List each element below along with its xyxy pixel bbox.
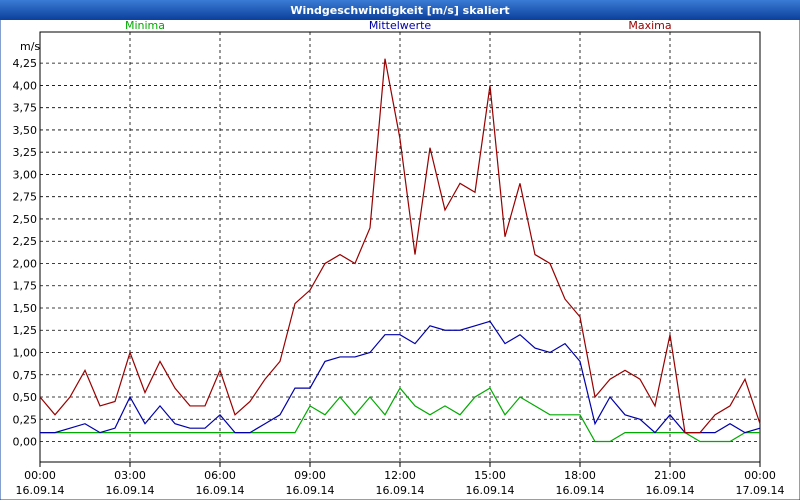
title-bar — [0, 0, 800, 20]
y-tick-label: 3,25 — [13, 146, 38, 159]
y-tick-label: 3,00 — [13, 168, 38, 181]
x-tick-label: 12:00 — [384, 469, 416, 482]
x-tick-date: 17.09.14 — [736, 484, 785, 497]
x-tick-date: 16.09.14 — [286, 484, 335, 497]
y-tick-label: 0,50 — [13, 391, 38, 404]
series-line — [39, 58, 761, 434]
y-tick-label: 0,25 — [13, 413, 38, 426]
x-tick-label: 21:00 — [654, 469, 686, 482]
x-tick-date: 16.09.14 — [16, 484, 65, 497]
x-tick-date: 16.09.14 — [466, 484, 515, 497]
x-tick-label: 06:00 — [204, 469, 236, 482]
y-tick-label: 4,00 — [13, 79, 38, 92]
y-tick-label: 3,75 — [13, 102, 38, 115]
y-tick-label: 2,25 — [13, 235, 38, 248]
y-tick-label: 3,50 — [13, 124, 38, 137]
y-tick-label: 2,00 — [13, 257, 38, 270]
y-tick-label: 4,25 — [13, 57, 38, 70]
series-line — [40, 320, 761, 434]
series-line — [40, 387, 760, 443]
x-tick-label: 00:00 — [24, 469, 56, 482]
x-tick-label: 03:00 — [114, 469, 146, 482]
y-tick-label: 0,00 — [13, 436, 38, 449]
y-tick-label: 1,50 — [13, 302, 38, 315]
y-tick-label: 0,75 — [13, 369, 38, 382]
x-tick-label: 09:00 — [294, 469, 326, 482]
x-tick-label: 18:00 — [564, 469, 596, 482]
y-axis-label: m/s — [20, 40, 40, 53]
x-tick-date: 16.09.14 — [196, 484, 245, 497]
y-tick-label: 1,75 — [13, 280, 38, 293]
x-tick-date: 16.09.14 — [376, 484, 425, 497]
y-tick-label: 1,00 — [13, 346, 38, 359]
x-tick-date: 16.09.14 — [646, 484, 695, 497]
y-tick-label: 2,75 — [13, 191, 38, 204]
x-tick-label: 00:00 — [744, 469, 776, 482]
legend-entry: Minima — [125, 19, 165, 32]
legend-entry: Mittelwerte — [369, 19, 432, 32]
legend-entry: Maxima — [628, 19, 671, 32]
x-tick-date: 16.09.14 — [106, 484, 155, 497]
chart-title: Windgeschwindigkeit [m/s] skaliert — [290, 4, 509, 17]
x-tick-date: 16.09.14 — [556, 484, 605, 497]
y-tick-label: 2,50 — [13, 213, 38, 226]
y-tick-label: 1,25 — [13, 324, 38, 337]
x-tick-label: 15:00 — [474, 469, 506, 482]
